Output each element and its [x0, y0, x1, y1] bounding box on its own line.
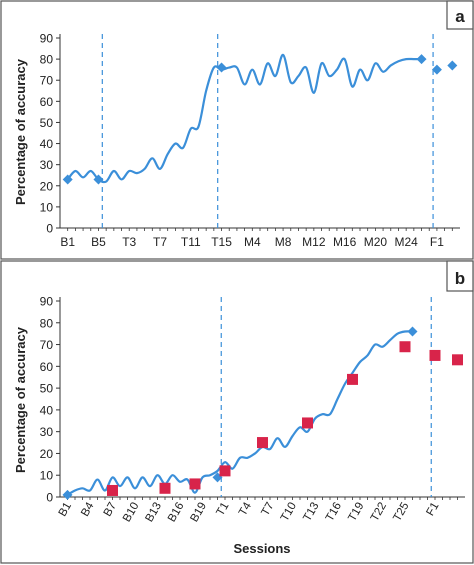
x-tick-label: T11	[181, 235, 201, 249]
y-tick-label: 40	[40, 403, 54, 417]
data-point-square	[429, 349, 441, 361]
data-point-square	[219, 465, 231, 477]
y-tick-label: 60	[40, 95, 54, 109]
x-tick-label: T10	[279, 501, 299, 524]
x-tick-label: M4	[244, 235, 261, 249]
y-tick-label: 10	[40, 200, 54, 214]
x-tick-label: B5	[91, 235, 106, 249]
panel-b-label-box	[446, 260, 474, 292]
x-tick-label: B1	[60, 235, 75, 249]
y-tick-label: 90	[40, 295, 54, 309]
y-tick-label: 40	[40, 137, 54, 151]
data-point-square	[399, 341, 411, 353]
y-tick-label: 50	[40, 382, 54, 396]
panel-a-label-box	[446, 0, 474, 30]
x-tick-label: T22	[369, 501, 389, 524]
panel-b: b Percentage of accuracy Sessions 0 10 20 3…	[0, 260, 474, 564]
data-point-diamond	[416, 54, 427, 65]
data-point-diamond	[431, 64, 442, 75]
data-point-diamond	[216, 62, 227, 73]
x-tick-label: F1	[430, 235, 444, 249]
x-tick-label: M16	[333, 235, 357, 249]
x-tick-label: M24	[394, 235, 418, 249]
data-point-diamond	[407, 326, 418, 337]
panel-a-ylabel: Percentage of accuracy	[13, 58, 28, 205]
x-tick-label: T3	[122, 235, 136, 249]
data-point-diamond	[447, 60, 458, 71]
data-point-square	[347, 373, 358, 385]
x-tick-label: T15	[211, 235, 232, 249]
data-point-square	[159, 482, 171, 494]
x-tick-label: T7	[153, 235, 167, 249]
data-point-square	[257, 437, 268, 449]
y-tick-label: 0	[46, 491, 53, 505]
panel-b-frame	[0, 260, 474, 564]
data-point-square	[452, 354, 463, 366]
panel-b-ylabel: Percentage of accuracy	[13, 326, 28, 473]
y-tick-label: 60	[40, 360, 54, 374]
data-point-diamond	[62, 174, 73, 185]
y-tick-label: 80	[40, 53, 54, 67]
y-tick-label: 70	[40, 338, 54, 352]
x-tick-label: T4	[237, 500, 254, 518]
x-tick-label: T1	[214, 501, 231, 519]
y-tick-label: 0	[46, 222, 53, 236]
x-tick-label: B10	[121, 501, 142, 525]
y-tick-label: 30	[40, 425, 54, 439]
data-point-square	[302, 417, 313, 429]
y-tick-label: 70	[40, 74, 54, 88]
series-line	[66, 330, 413, 496]
panel-b-axes: 0 10 20 30 40 50 60 70 80 90 B1 B4 B7 B10 B13 B16 B19 T1 T…	[40, 295, 465, 525]
x-tick-label: T16	[324, 501, 344, 524]
y-tick-label: 10	[40, 469, 54, 483]
x-tick-label: T7	[259, 501, 276, 519]
y-tick-label: 80	[40, 316, 54, 330]
x-tick-label: F1	[424, 501, 441, 519]
y-tick-label: 50	[40, 116, 54, 130]
panel-b-xlabel: Sessions	[233, 541, 290, 556]
x-tick-label: B1	[57, 501, 74, 519]
data-point-diamond	[93, 174, 104, 185]
data-point-square	[107, 484, 118, 496]
x-tick-label: B4	[79, 500, 97, 519]
panel-a: a Percentage of accuracy 0 10 20 30 40 50 60 70…	[0, 0, 474, 260]
y-tick-label: 30	[40, 158, 54, 172]
x-tick-label: T25	[391, 501, 411, 524]
panel-a-axes: 0 10 20 30 40 50 60 70 80 90 B1 B5 T3 T7 T11 T15 M4 M8 M12…	[40, 32, 460, 249]
x-tick-label: M8	[275, 235, 292, 249]
panel-a-label: a	[455, 7, 465, 26]
data-point-diamond	[62, 489, 73, 500]
x-tick-label: B7	[102, 501, 119, 519]
panel-b-label: b	[455, 269, 465, 288]
x-tick-label: T13	[301, 501, 321, 524]
y-tick-label: 20	[40, 447, 54, 461]
x-tick-label: M12	[302, 235, 326, 249]
x-tick-label: B19	[188, 501, 209, 525]
data-point-square	[189, 478, 201, 490]
x-tick-label: M20	[364, 235, 388, 249]
x-tick-label: B16	[166, 501, 187, 525]
panel-a-frame	[0, 0, 474, 260]
y-tick-label: 90	[40, 32, 54, 46]
y-tick-label: 20	[40, 179, 54, 193]
x-tick-label: B13	[143, 501, 164, 525]
series-line	[66, 53, 422, 184]
x-tick-label: T19	[346, 501, 366, 524]
